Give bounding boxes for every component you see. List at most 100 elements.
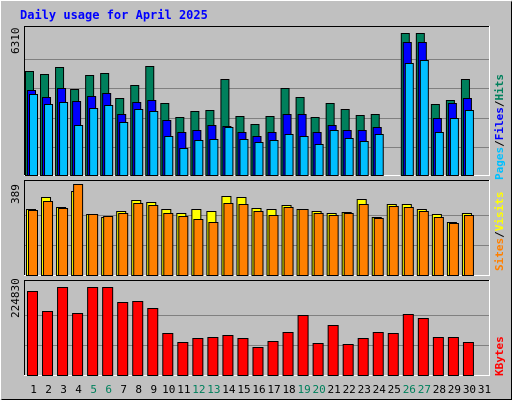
bar-kbytes-day-20 (312, 343, 324, 376)
bar-kbytes-day-26 (402, 314, 414, 376)
x-tick-label-day-30: 30 (463, 383, 476, 396)
bar-kbytes-day-11 (177, 342, 189, 376)
bar-sites-day-20 (313, 213, 324, 276)
visitors-panel-border-dark (24, 180, 490, 276)
bar-sites-day-29 (448, 223, 459, 276)
bar-kbytes-day-5 (87, 287, 99, 376)
x-tick-label-day-12: 12 (192, 383, 205, 396)
bar-pages-day-29 (449, 118, 459, 176)
bar-pages-day-19 (299, 136, 309, 176)
bar-kbytes-day-29 (447, 337, 459, 376)
x-tick-label-day-3: 3 (60, 383, 67, 396)
bar-kbytes-day-7 (117, 302, 129, 376)
bar-pages-day-5 (89, 108, 99, 176)
bar-sites-day-19 (298, 209, 309, 276)
bar-pages-day-1 (29, 94, 38, 176)
bar-pages-day-28 (434, 132, 444, 176)
requests-legend: Pages/Files/Hits (493, 74, 506, 180)
x-tick-label-day-21: 21 (328, 383, 341, 396)
bar-sites-day-30 (463, 215, 474, 276)
legend-kbytes: KBytes (493, 336, 506, 376)
x-tick-label-day-14: 14 (222, 383, 236, 396)
bar-kbytes-day-4 (72, 313, 84, 376)
bar-sites-day-24 (373, 218, 384, 276)
kbytes-max-label: 224830 (9, 278, 22, 318)
bar-sites-day-11 (178, 216, 189, 276)
x-tick-label-day-10: 10 (162, 383, 175, 396)
bar-kbytes-day-27 (417, 318, 429, 376)
bar-pages-day-2 (44, 104, 54, 176)
bar-pages-day-15 (239, 139, 249, 176)
bar-sites-day-23 (358, 204, 369, 276)
bar-sites-day-10 (163, 213, 174, 276)
bar-pages-day-7 (119, 122, 129, 176)
bar-kbytes-day-12 (192, 338, 204, 376)
x-tick-label-day-1: 1 (30, 383, 37, 396)
requests-panel-border-dark (24, 26, 490, 176)
bar-sites-day-8 (133, 203, 144, 276)
requests-max-label: 6310 (9, 28, 22, 55)
bar-sites-day-1 (28, 210, 38, 276)
bar-pages-day-22 (344, 138, 354, 176)
bar-kbytes-day-23 (357, 338, 369, 376)
bar-kbytes-day-28 (432, 337, 444, 376)
bar-kbytes-day-21 (327, 325, 339, 376)
bar-sites-day-3 (58, 208, 69, 276)
bar-sites-day-5 (88, 214, 99, 276)
x-tick-label-day-29: 29 (448, 383, 461, 396)
bar-pages-day-9 (149, 111, 159, 176)
x-tick-label-day-20: 20 (313, 383, 326, 396)
legend-separator: / (493, 231, 506, 238)
legend-sites: Sites (493, 238, 506, 271)
bar-sites-day-15 (238, 204, 249, 276)
x-tick-label-day-2: 2 (45, 383, 52, 396)
bar-kbytes-day-16 (252, 347, 264, 376)
x-tick-label-day-25: 25 (388, 383, 401, 396)
x-tick-label-day-26: 26 (403, 383, 416, 396)
x-tick-label-day-7: 7 (120, 383, 127, 396)
x-tick-label-day-4: 4 (75, 383, 82, 396)
bar-sites-day-13 (208, 222, 219, 276)
legend-visits: Visits (493, 192, 506, 232)
bar-pages-day-24 (374, 134, 384, 176)
bar-pages-day-13 (209, 139, 219, 176)
kbytes-legend: KBytes (493, 336, 506, 376)
bar-kbytes-day-9 (147, 308, 159, 376)
bar-sites-day-4 (73, 184, 84, 276)
bar-kbytes-day-13 (207, 337, 219, 376)
chart-title: Daily usage for April 2025 (20, 8, 208, 22)
x-tick-label-day-15: 15 (237, 383, 250, 396)
bar-pages-day-20 (314, 144, 324, 176)
bar-pages-day-3 (59, 102, 69, 176)
x-tick-label-day-24: 24 (373, 383, 387, 396)
bar-pages-day-12 (194, 140, 204, 176)
bar-kbytes-day-24 (372, 332, 384, 376)
bar-pages-day-26 (404, 63, 414, 176)
bar-pages-day-18 (284, 134, 294, 176)
x-tick-label-day-6: 6 (105, 383, 112, 396)
bar-sites-day-2 (43, 201, 54, 276)
bar-sites-day-22 (343, 213, 354, 276)
x-tick-label-day-16: 16 (252, 383, 265, 396)
bar-sites-day-28 (433, 217, 444, 276)
bar-kbytes-day-30 (462, 342, 474, 376)
bar-pages-day-17 (269, 140, 279, 176)
bar-kbytes-day-10 (162, 333, 174, 376)
x-tick-label-day-13: 13 (207, 383, 220, 396)
svg-text:Sites/Visits: Sites/Visits (493, 192, 506, 272)
bar-pages-day-6 (104, 105, 114, 176)
bar-kbytes-day-1 (27, 291, 38, 376)
x-tick-label-day-18: 18 (282, 383, 295, 396)
bar-pages-day-30 (464, 110, 474, 176)
visitors-legend: Sites/Visits (493, 192, 506, 272)
bar-kbytes-day-22 (342, 344, 354, 376)
bar-sites-day-27 (418, 211, 429, 276)
bar-pages-day-4 (74, 125, 84, 176)
x-tick-label-day-19: 19 (297, 383, 310, 396)
legend-separator: / (493, 140, 506, 147)
bar-kbytes-day-18 (282, 332, 294, 376)
legend-separator: / (493, 100, 506, 107)
